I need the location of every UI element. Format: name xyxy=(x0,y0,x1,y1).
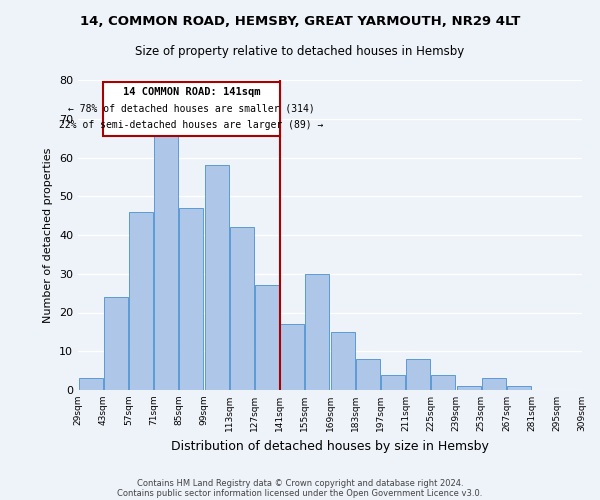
Bar xyxy=(507,386,531,390)
Text: 14, COMMON ROAD, HEMSBY, GREAT YARMOUTH, NR29 4LT: 14, COMMON ROAD, HEMSBY, GREAT YARMOUTH,… xyxy=(80,15,520,28)
Text: Contains HM Land Registry data © Crown copyright and database right 2024.: Contains HM Land Registry data © Crown c… xyxy=(137,478,463,488)
Bar xyxy=(356,359,380,390)
Bar xyxy=(431,374,455,390)
Bar xyxy=(104,297,128,390)
Text: Size of property relative to detached houses in Hemsby: Size of property relative to detached ho… xyxy=(136,45,464,58)
Bar xyxy=(280,324,304,390)
Bar xyxy=(406,359,430,390)
Bar xyxy=(179,208,203,390)
Bar xyxy=(381,374,405,390)
Bar xyxy=(129,212,153,390)
Bar xyxy=(79,378,103,390)
Text: ← 78% of detached houses are smaller (314): ← 78% of detached houses are smaller (31… xyxy=(68,104,315,114)
Text: 14 COMMON ROAD: 141sqm: 14 COMMON ROAD: 141sqm xyxy=(122,86,260,97)
Bar xyxy=(154,130,178,390)
Text: 22% of semi-detached houses are larger (89) →: 22% of semi-detached houses are larger (… xyxy=(59,120,323,130)
Text: Contains public sector information licensed under the Open Government Licence v3: Contains public sector information licen… xyxy=(118,488,482,498)
Bar xyxy=(482,378,506,390)
Bar xyxy=(331,332,355,390)
Bar xyxy=(255,286,279,390)
Bar xyxy=(305,274,329,390)
Bar xyxy=(457,386,481,390)
Y-axis label: Number of detached properties: Number of detached properties xyxy=(43,148,53,322)
Bar xyxy=(230,227,254,390)
Bar xyxy=(205,165,229,390)
X-axis label: Distribution of detached houses by size in Hemsby: Distribution of detached houses by size … xyxy=(171,440,489,452)
FancyBboxPatch shape xyxy=(103,82,280,136)
